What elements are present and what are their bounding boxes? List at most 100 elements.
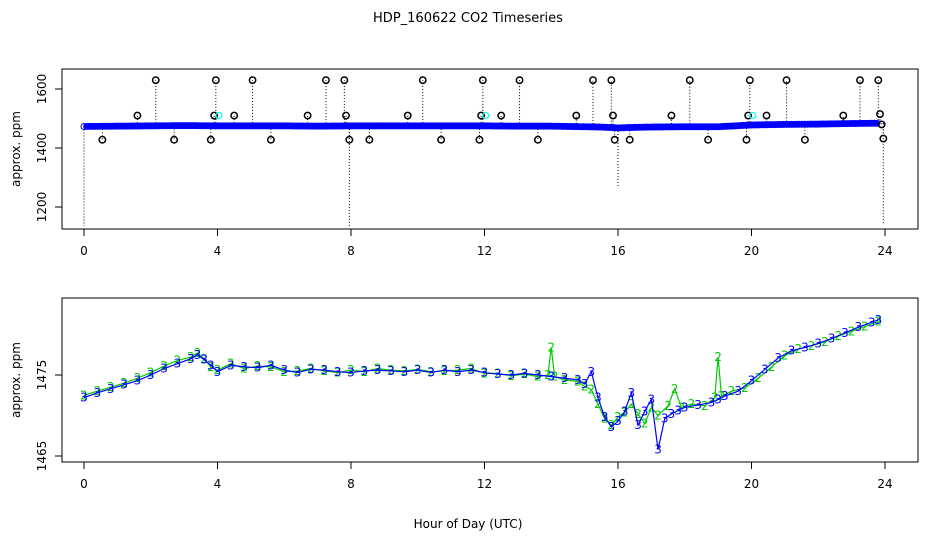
top-y-axis-label: approx. ppm [9,111,23,187]
baseline-point [390,122,398,130]
baseline-point [521,122,529,130]
outlier-point [572,111,581,120]
outlier-point [745,76,754,85]
outlier-point [342,111,350,120]
outlier-point [839,111,848,120]
baseline-point [531,122,539,130]
series-marker-3: 3 [814,336,822,350]
outlier-point [800,135,809,144]
outlier-point [478,76,487,85]
baseline-point [344,122,352,130]
series-marker-2: 2 [307,362,315,376]
baseline-point [788,120,796,128]
series-marker-3: 3 [200,353,208,367]
baseline-point [189,122,197,130]
baseline-point [168,122,176,130]
baseline-point [438,122,446,130]
baseline-point [144,122,152,130]
series-marker-3: 3 [240,360,248,374]
series-marker-2: 2 [374,362,382,376]
baseline-point [133,122,141,130]
baseline-point [83,122,91,130]
baseline-point [745,121,753,129]
series-marker-2: 2 [194,346,202,360]
baseline-point [152,122,160,130]
baseline-point [93,122,101,130]
baseline-point [598,123,606,131]
baseline-point [358,122,366,130]
baseline-point [726,122,734,130]
baseline-point [643,123,651,131]
series-marker-2: 2 [654,409,662,423]
baseline-point [240,122,248,130]
baseline-point [523,122,531,130]
baseline-point [603,123,611,131]
baseline-point [280,122,288,130]
baseline-point [515,122,523,130]
baseline-point [830,120,838,128]
series-marker-2: 2 [664,399,672,413]
series-marker-3: 3 [194,348,202,362]
series-marker-2: 2 [481,366,489,380]
baseline-point [756,121,764,129]
bottom-y-tick-label: 1465 [35,441,49,472]
outlier-point [345,135,354,144]
top-x-tick-label: 0 [80,244,88,258]
baseline-point [518,122,526,130]
series-marker-2: 2 [120,376,128,390]
chart-title: HDP_160622 CO2 Timeseries [373,11,563,26]
baseline-point [275,122,283,130]
baseline-point [128,122,136,130]
top-spike-lines [101,80,884,140]
baseline-point [828,120,836,128]
baseline-point [502,122,510,130]
series-marker-3: 3 [227,358,235,372]
series-marker-2: 2 [848,324,856,338]
baseline-point [635,123,643,131]
series-marker-2: 2 [174,353,182,367]
baseline-point [806,120,814,128]
baseline-point [120,122,128,130]
baseline-point [545,122,553,130]
baseline-point [814,120,822,128]
baseline-point [200,122,208,130]
baseline-point [464,122,472,130]
series-marker-2: 2 [754,371,762,385]
outlier-point [744,111,753,120]
baseline-point [248,122,256,130]
baseline-point [211,122,219,130]
baseline-point [785,120,793,128]
baseline-point [406,122,414,130]
baseline-point [478,122,486,130]
series-marker-2: 2 [441,364,449,378]
series-marker-3: 3 [254,361,262,375]
series-marker-2: 2 [267,360,275,374]
series-marker-2: 2 [280,365,288,379]
baseline-point [852,119,860,127]
baseline-point [641,123,649,131]
baseline-point [117,122,125,130]
baseline-point [609,124,617,132]
outlier-point [589,76,597,85]
baseline-point [259,122,267,130]
baseline-point [315,122,323,130]
baseline-point [454,122,462,130]
series-marker-2: 2 [711,391,719,405]
baseline-point [149,122,157,130]
series-marker-2: 2 [361,365,369,379]
baseline-point [707,123,715,131]
bottom-x-tick-label: 20 [744,477,759,491]
baseline-point [601,123,609,131]
baseline-point [670,123,678,131]
series-marker-3: 3 [634,418,642,432]
baseline-point [667,123,675,131]
baseline-point [376,122,384,130]
baseline-point [320,122,328,130]
baseline-point [836,120,844,128]
outlier-point [876,110,884,119]
baseline-point [232,122,240,130]
series-marker-3: 3 [534,368,542,382]
baseline-point [582,123,590,131]
outlier-point [782,76,791,85]
series-marker-3: 3 [868,315,876,329]
